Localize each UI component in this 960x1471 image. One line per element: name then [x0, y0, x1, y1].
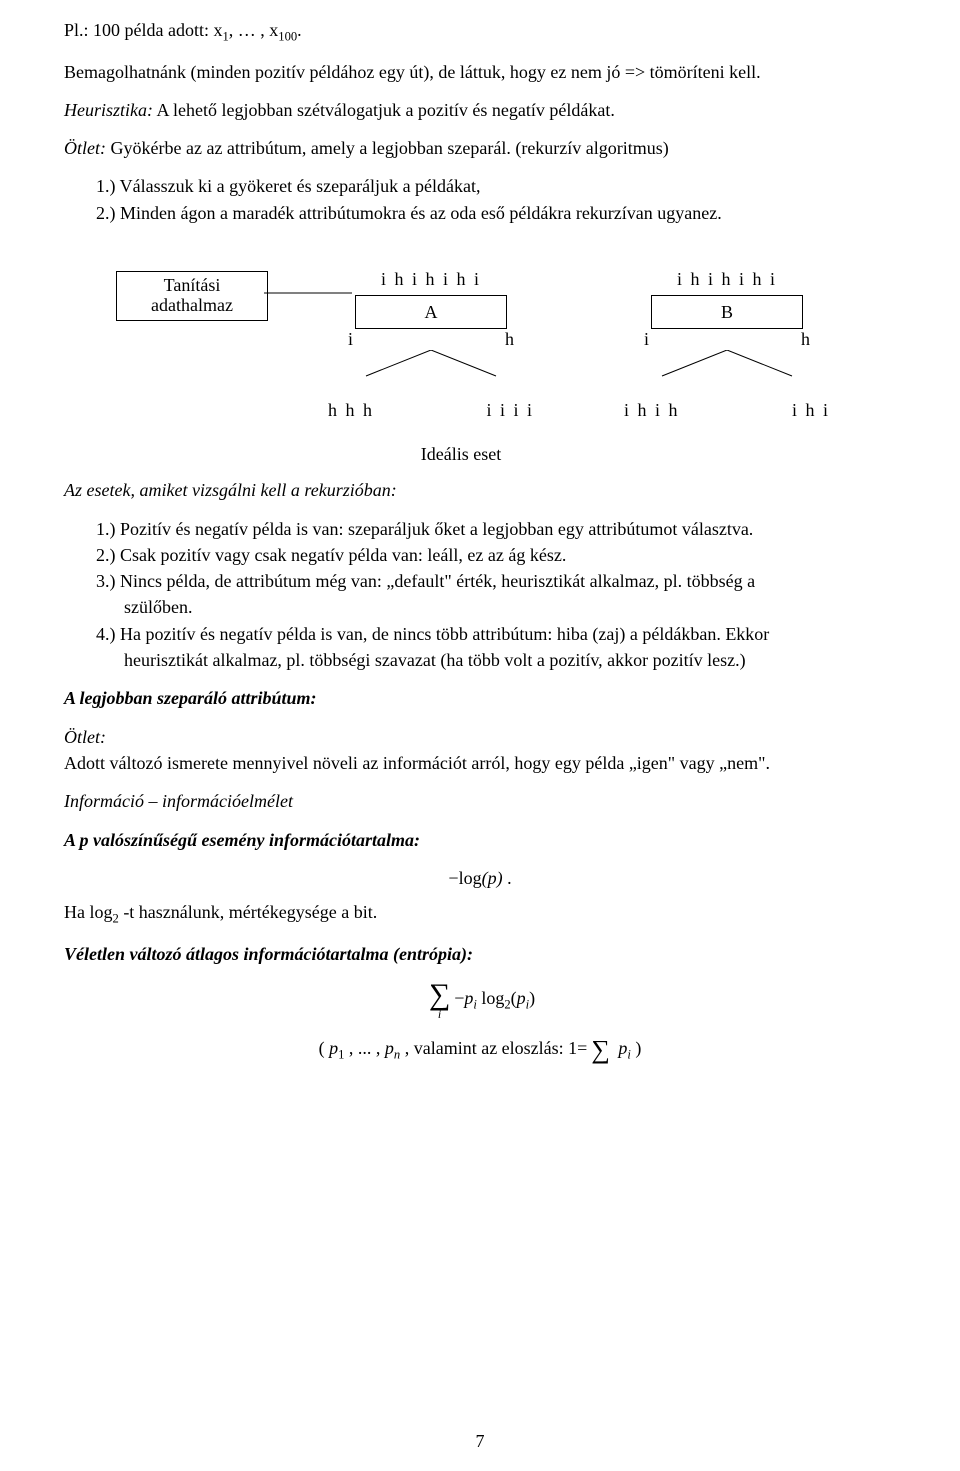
- sum-symbol: ∑ i: [429, 980, 450, 1020]
- tree-b-branch-labels: i h: [622, 327, 832, 351]
- section-2: A p valószínűségű esemény információtart…: [64, 828, 896, 852]
- tree-b-leaf-left: i h i h: [624, 398, 680, 422]
- intro-line: Pl.: 100 példa adott: x1, … , x100.: [64, 18, 896, 46]
- para-3: Heurisztika: A lehető legjobban szétválo…: [64, 98, 896, 122]
- list2-item4a: 4.) Ha pozitív és negatív példa is van, …: [96, 622, 896, 646]
- otlet-text: Adott változó ismerete mennyivel növeli …: [64, 751, 896, 775]
- para5-text: Az esetek, amiket vizsgálni kell a rekur…: [64, 480, 397, 500]
- logp-dot: .: [503, 868, 512, 888]
- para4-label: Ötlet:: [64, 138, 106, 158]
- formula-distribution: ( p1 , ... , pn , valamint az eloszlás: …: [64, 1036, 896, 1064]
- sub-100: 100: [278, 30, 297, 44]
- tree-b-root-label: B: [721, 300, 733, 324]
- otlet-label: Ötlet:: [64, 725, 896, 749]
- dist-open: (: [319, 1038, 330, 1058]
- branch-i-b: i: [644, 327, 649, 351]
- tree-a-root: A: [355, 295, 507, 329]
- logp-arg: (p): [482, 868, 503, 888]
- logp-minus: −log: [448, 868, 481, 888]
- branch-i-a: i: [348, 327, 353, 351]
- tree-a-root-label: A: [425, 300, 438, 324]
- list2-item2: 2.) Csak pozitív vagy csak negatív példa…: [96, 543, 896, 567]
- tanitasi-box-wrap: Tanítási adathalmaz: [64, 267, 316, 321]
- list2-item4b: heurisztikát alkalmaz, pl. többségi szav…: [124, 648, 896, 672]
- formula-logp: −log(p) .: [64, 866, 896, 890]
- info-label: Információ – információelmélet: [64, 789, 896, 813]
- intro-pre: Pl.: 100 példa adott: x: [64, 20, 222, 40]
- tree-a-leaves: h h h i i i i: [326, 398, 536, 422]
- dist-pi-i: i: [627, 1048, 631, 1062]
- ent-p2: p: [517, 988, 526, 1008]
- log2-two: 2: [113, 912, 119, 926]
- dist-sigma-icon: ∑: [591, 1037, 610, 1063]
- list2-item1: 1.) Pozitív és negatív példa is van: sze…: [96, 517, 896, 541]
- para4-rest: Gyökérbe az az attribútum, amely a legjo…: [106, 138, 669, 158]
- tree-b-leaves: i h i h i h i: [622, 398, 832, 422]
- branch-h-b: h: [801, 327, 810, 351]
- list1-item2: 2.) Minden ágon a maradék attribútumokra…: [96, 201, 896, 225]
- dist-close: ): [635, 1038, 641, 1058]
- ent-p1: p: [464, 988, 473, 1008]
- list2-item3b: szülőben.: [124, 595, 896, 619]
- tanitasi-box: Tanítási adathalmaz: [116, 271, 268, 321]
- dist-sum: ∑: [591, 1037, 610, 1063]
- branch-h-a: h: [505, 327, 514, 351]
- tree-a-leaf-right: i i i i: [486, 398, 534, 422]
- list-2: 1.) Pozitív és negatív példa is van: sze…: [96, 517, 896, 673]
- ent-minus: −: [454, 988, 464, 1008]
- intro-mid: , … , x: [229, 20, 279, 40]
- tree-a-top: i h i h i h i: [326, 267, 536, 291]
- ha-line: Ha log2 -t használunk, mértékegysége a b…: [64, 900, 896, 928]
- formula-entropy: ∑ i −pi log2(pi): [64, 980, 896, 1020]
- section-1: A legjobban szeparáló attribútum:: [64, 686, 896, 710]
- sum-index: i: [438, 1008, 441, 1020]
- dist-dots: , ... ,: [344, 1038, 385, 1058]
- para-4: Ötlet: Gyökérbe az az attribútum, amely …: [64, 136, 896, 160]
- para-2: Bemagolhatnánk (minden pozitív példához …: [64, 60, 896, 84]
- entropy-expr: −pi log2(pi): [454, 986, 535, 1014]
- ha-rest: -t használunk, mértékegysége a bit.: [123, 902, 377, 922]
- dist-pn: p: [385, 1038, 394, 1058]
- tree-b-branches-icon: [642, 350, 812, 378]
- ha-pre: Ha: [64, 902, 90, 922]
- tree-a-leaf-left: h h h: [328, 398, 374, 422]
- dist-eq: 1=: [568, 1038, 587, 1058]
- list1-item1: 1.) Válasszuk ki a gyökeret és szeparálj…: [96, 174, 896, 198]
- tree-b: i h i h i h i B i h i h i h i h i: [622, 267, 832, 422]
- para3-rest: A lehető legjobban szétválogatjuk a pozi…: [153, 100, 615, 120]
- tanitasi-l1: Tanítási: [164, 276, 221, 296]
- section-3: Véletlen változó átlagos információtarta…: [64, 942, 896, 966]
- connector-line-icon: [264, 291, 364, 301]
- tree-b-top: i h i h i h i: [622, 267, 832, 291]
- tree-a-branch-labels: i h: [326, 327, 536, 351]
- ideal-caption: Ideális eset: [356, 442, 566, 466]
- ent-i1: i: [473, 998, 477, 1012]
- diagram: Tanítási adathalmaz i h i h i h i A i h: [64, 267, 896, 422]
- tree-b-root: B: [651, 295, 803, 329]
- intro-end: .: [297, 20, 302, 40]
- page-number: 7: [0, 1429, 960, 1453]
- dist-p1: p: [329, 1038, 338, 1058]
- tanitasi-l2: adathalmaz: [151, 296, 233, 316]
- ent-close: ): [529, 988, 535, 1008]
- list2-item3a: 3.) Nincs példa, de attribútum még van: …: [96, 569, 896, 593]
- para-5: Az esetek, amiket vizsgálni kell a rekur…: [64, 478, 896, 502]
- para3-label: Heurisztika:: [64, 100, 153, 120]
- ent-log: log: [481, 988, 504, 1008]
- dist-valamint: , valamint az eloszlás:: [400, 1038, 568, 1058]
- log2-log: log: [90, 902, 113, 922]
- log2: log2: [90, 902, 119, 922]
- list-1: 1.) Válasszuk ki a gyökeret és szeparálj…: [96, 174, 896, 225]
- otlet-label-text: Ötlet:: [64, 727, 106, 747]
- sigma-icon: ∑: [429, 980, 450, 1010]
- tree-b-leaf-right: i h i: [792, 398, 830, 422]
- tree-a-branches-icon: [346, 350, 516, 378]
